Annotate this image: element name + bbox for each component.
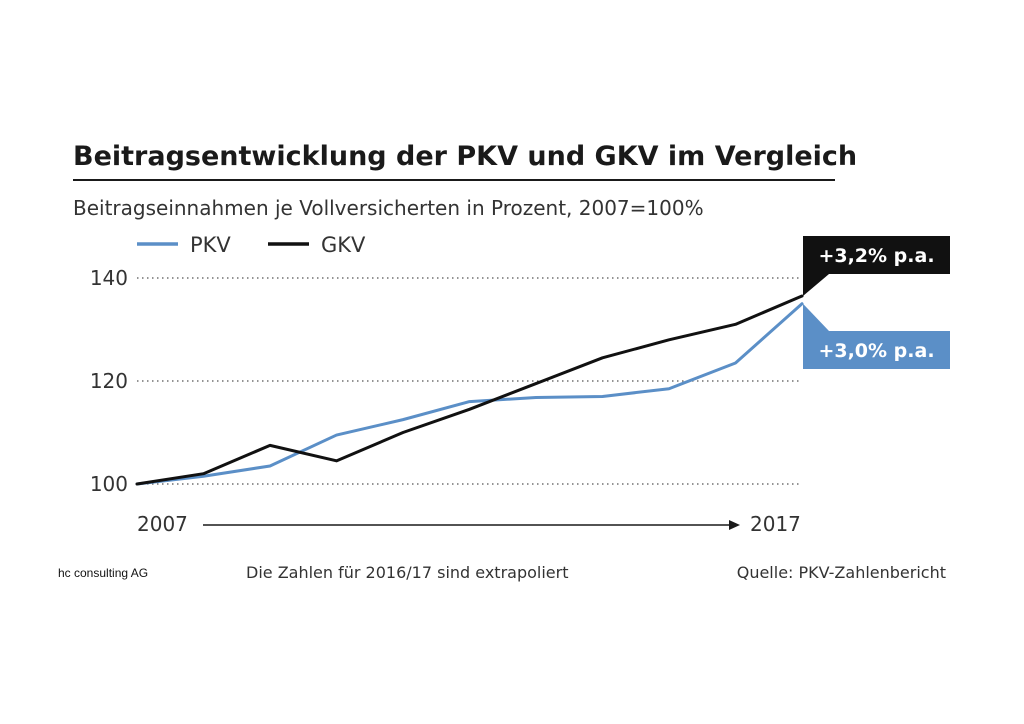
callout-box-gkv bbox=[803, 236, 950, 274]
callout-box-pkv bbox=[803, 331, 950, 369]
y-tick-label-120: 120 bbox=[90, 369, 128, 393]
x-end-label: 2017 bbox=[750, 512, 801, 536]
extrapolation-note: Die Zahlen für 2016/17 sind extrapoliert bbox=[246, 563, 569, 582]
y-tick-label-140: 140 bbox=[90, 266, 128, 290]
legend: PKV GKV bbox=[137, 233, 366, 257]
legend-label-pkv: PKV bbox=[190, 233, 231, 257]
callout-pointer-pkv bbox=[803, 303, 829, 331]
chart-subtitle: Beitragseinnahmen je Vollversicherten in… bbox=[73, 196, 704, 220]
x-start-label: 2007 bbox=[137, 512, 188, 536]
callouts: +3,2% p.a. +3,0% p.a. bbox=[803, 236, 950, 369]
x-axis-arrowhead bbox=[729, 520, 740, 530]
x-axis: 2007 2017 bbox=[137, 512, 801, 536]
callout-label-pkv: +3,0% p.a. bbox=[818, 340, 934, 362]
chart-title: Beitragsentwicklung der PKV und GKV im V… bbox=[73, 141, 857, 172]
series-line-pkv bbox=[135, 302, 804, 486]
legend-label-gkv: GKV bbox=[321, 233, 366, 257]
source-note: Quelle: PKV-Zahlenbericht bbox=[737, 563, 946, 582]
credit-text: hc consulting AG bbox=[58, 566, 148, 580]
y-tick-label-100: 100 bbox=[90, 472, 128, 496]
callout-pointer-gkv bbox=[803, 274, 829, 297]
series-line-gkv bbox=[135, 294, 804, 486]
y-axis-ticks: 100 120 140 bbox=[90, 266, 128, 496]
series bbox=[135, 294, 804, 486]
grid bbox=[137, 277, 802, 485]
callout-label-gkv: +3,2% p.a. bbox=[818, 245, 934, 267]
